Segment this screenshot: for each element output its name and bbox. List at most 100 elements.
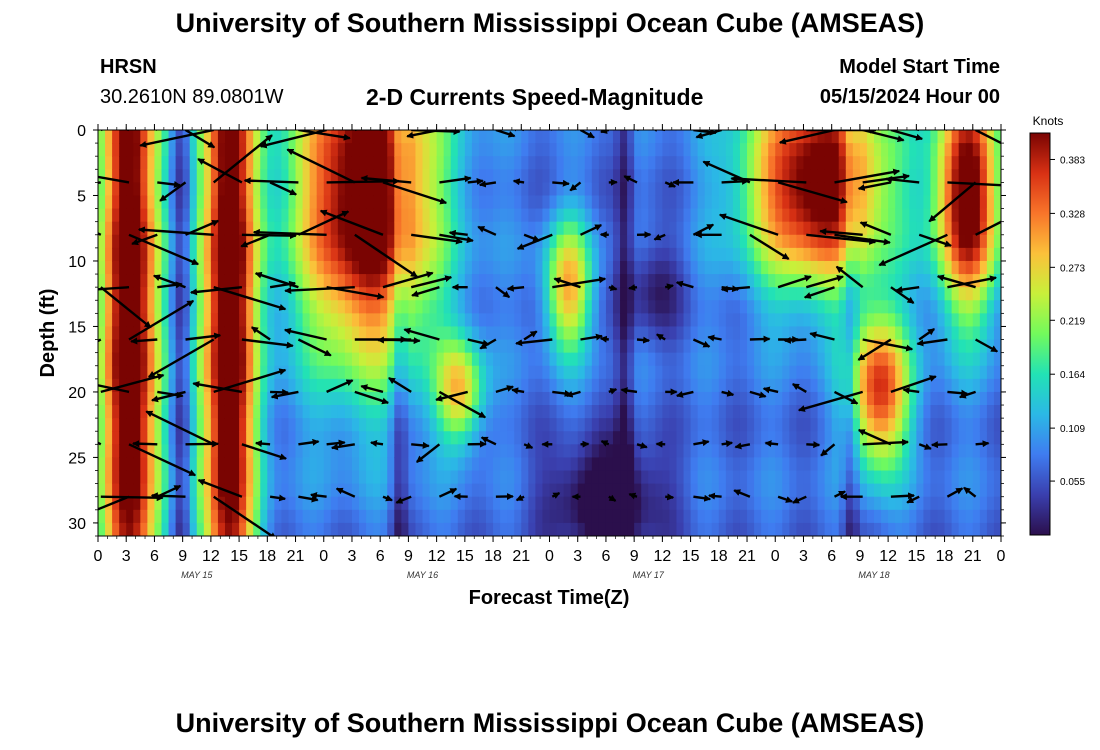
- current-vector: [511, 387, 525, 395]
- heat-cell: [852, 496, 861, 511]
- heat-cell: [732, 457, 741, 472]
- heat-cell: [923, 287, 932, 301]
- heat-cell: [930, 431, 939, 445]
- heat-cell: [775, 313, 783, 328]
- heat-cell: [507, 470, 515, 485]
- heat-cell: [768, 195, 776, 210]
- heat-cell: [852, 130, 861, 144]
- heat-cell: [930, 418, 939, 432]
- heat-cell: [98, 339, 106, 354]
- heat-cell: [859, 208, 868, 223]
- heat-cell: [648, 326, 656, 341]
- heat-cell: [704, 326, 713, 341]
- current-vector: [975, 338, 999, 353]
- heat-cell: [224, 457, 233, 472]
- heat-cell: [168, 444, 177, 459]
- heat-cell: [380, 405, 388, 419]
- heat-cell: [535, 300, 544, 314]
- heat-cell: [436, 378, 445, 393]
- heat-cell: [662, 234, 671, 249]
- heat-cell: [831, 247, 840, 262]
- heat-cell: [323, 130, 332, 144]
- heat-cell: [909, 431, 917, 445]
- heat-cell: [923, 143, 932, 157]
- heat-cell: [584, 418, 593, 432]
- heat-cell: [789, 509, 798, 524]
- current-vector: [906, 495, 920, 504]
- x-tick-label: 21: [287, 548, 305, 565]
- heat-cell: [789, 365, 798, 380]
- heat-cell: [316, 339, 325, 354]
- heat-cell: [782, 313, 790, 328]
- heat-cell: [556, 195, 565, 210]
- heat-cell: [147, 326, 156, 341]
- heat-cell: [210, 300, 219, 314]
- heat-cell: [246, 260, 254, 275]
- heat-cell: [655, 130, 663, 144]
- heat-cell: [817, 195, 826, 210]
- heat-cell: [401, 405, 409, 419]
- heat-cell: [979, 195, 988, 210]
- heat-cell: [232, 352, 240, 367]
- heat-cell: [443, 405, 452, 419]
- heat-cell: [591, 169, 600, 183]
- heat-cell: [725, 365, 734, 380]
- heat-cell: [902, 130, 910, 144]
- heat-cell: [725, 405, 734, 419]
- heat-cell: [521, 405, 529, 419]
- heat-cell: [415, 483, 424, 498]
- heat-cell: [803, 195, 812, 210]
- heat-cell: [669, 483, 678, 498]
- heat-cell: [993, 313, 1001, 328]
- heat-cell: [697, 339, 706, 354]
- current-vector: [259, 130, 327, 149]
- heat-cell: [732, 182, 741, 197]
- heat-cell: [309, 274, 318, 288]
- heat-cell: [478, 274, 487, 288]
- heat-cell: [951, 169, 960, 183]
- heat-cell: [648, 156, 656, 170]
- heat-cell: [274, 156, 283, 170]
- heat-cell: [330, 300, 339, 314]
- x-tick-label: 0: [771, 548, 780, 565]
- x-tick-label: 18: [710, 548, 728, 565]
- heat-cell: [697, 496, 706, 511]
- heat-cell: [478, 234, 487, 249]
- heat-cell: [507, 483, 515, 498]
- heat-cell: [634, 313, 642, 328]
- heat-cell: [986, 300, 995, 314]
- heat-cell: [493, 365, 501, 380]
- heat-cell: [563, 444, 572, 459]
- heat-cell: [944, 260, 953, 275]
- heat-cell: [161, 431, 170, 445]
- heat-cell: [993, 470, 1001, 485]
- heat-cell: [570, 509, 579, 524]
- heat-cell: [373, 405, 381, 419]
- heat-cell: [528, 313, 536, 328]
- heat-cell: [119, 405, 127, 419]
- heat-cell: [605, 274, 614, 288]
- heat-cell: [782, 143, 790, 157]
- heat-cell: [295, 496, 304, 511]
- heat-cell: [210, 378, 219, 393]
- heat-cell: [803, 326, 812, 341]
- current-vector: [506, 284, 525, 292]
- heat-cell: [295, 444, 304, 459]
- heat-cell: [514, 405, 522, 419]
- heat-cell: [337, 234, 346, 249]
- heat-cell: [768, 339, 776, 354]
- heat-cell: [126, 365, 134, 380]
- heat-cell: [203, 444, 212, 459]
- heat-cell: [866, 274, 875, 288]
- heat-cell: [754, 405, 762, 419]
- heat-cell: [387, 326, 395, 341]
- heat-cell: [902, 391, 910, 406]
- heat-cell: [718, 143, 727, 157]
- heat-cell: [789, 444, 798, 459]
- heat-cell: [902, 260, 910, 275]
- heat-cell: [168, 391, 177, 406]
- heat-cell: [577, 156, 586, 170]
- heat-cell: [549, 483, 558, 498]
- heat-cell: [972, 208, 981, 223]
- heat-cell: [189, 470, 198, 485]
